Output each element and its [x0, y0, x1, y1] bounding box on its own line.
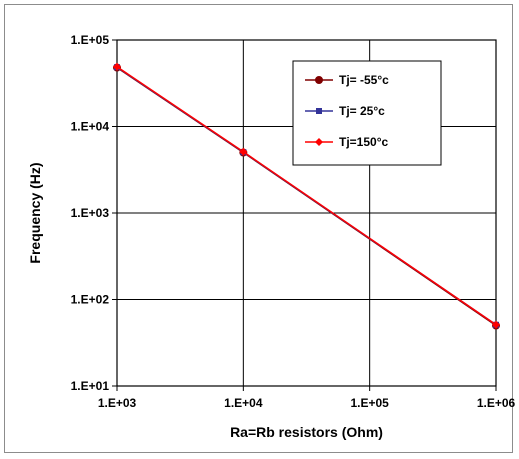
legend-marker	[315, 76, 323, 84]
data-point	[492, 320, 500, 329]
series-group	[113, 62, 500, 330]
x-tick-label: 1.E+06	[477, 396, 516, 410]
y-tick-label: 1.E+01	[71, 379, 110, 393]
x-tick-label: 1.E+04	[224, 396, 263, 410]
y-tick-label: 1.E+05	[71, 33, 110, 47]
y-tick-label: 1.E+02	[71, 293, 110, 307]
legend-marker	[316, 108, 322, 114]
legend: Tj= -55°c Tj= 25°c Tj=150°c	[292, 60, 442, 166]
legend-label: Tj= 25°c	[339, 104, 385, 118]
x-tick-label: 1.E+03	[98, 396, 137, 410]
legend-entry: Tj= -55°c	[305, 73, 389, 87]
series-3	[113, 62, 500, 329]
legend-marker	[315, 138, 323, 146]
x-axis-title: Ra=Rb resistors (Ohm)	[230, 424, 383, 440]
y-axis-ticks: 1.E+01 1.E+02 1.E+03 1.E+04 1.E+05	[71, 33, 117, 393]
legend-label: Tj=150°c	[339, 135, 388, 149]
legend-label: Tj= -55°c	[339, 73, 389, 87]
data-point	[239, 147, 248, 156]
x-tick-label: 1.E+05	[350, 396, 389, 410]
legend-entry: Tj= 25°c	[305, 104, 385, 118]
y-tick-label: 1.E+03	[71, 206, 110, 220]
y-tick-label: 1.E+04	[71, 120, 110, 134]
x-axis-ticks: 1.E+03 1.E+04 1.E+05 1.E+06	[98, 386, 516, 410]
data-point	[113, 62, 121, 71]
y-axis-title: Frequency (Hz)	[27, 162, 43, 263]
legend-entry: Tj=150°c	[305, 135, 388, 149]
